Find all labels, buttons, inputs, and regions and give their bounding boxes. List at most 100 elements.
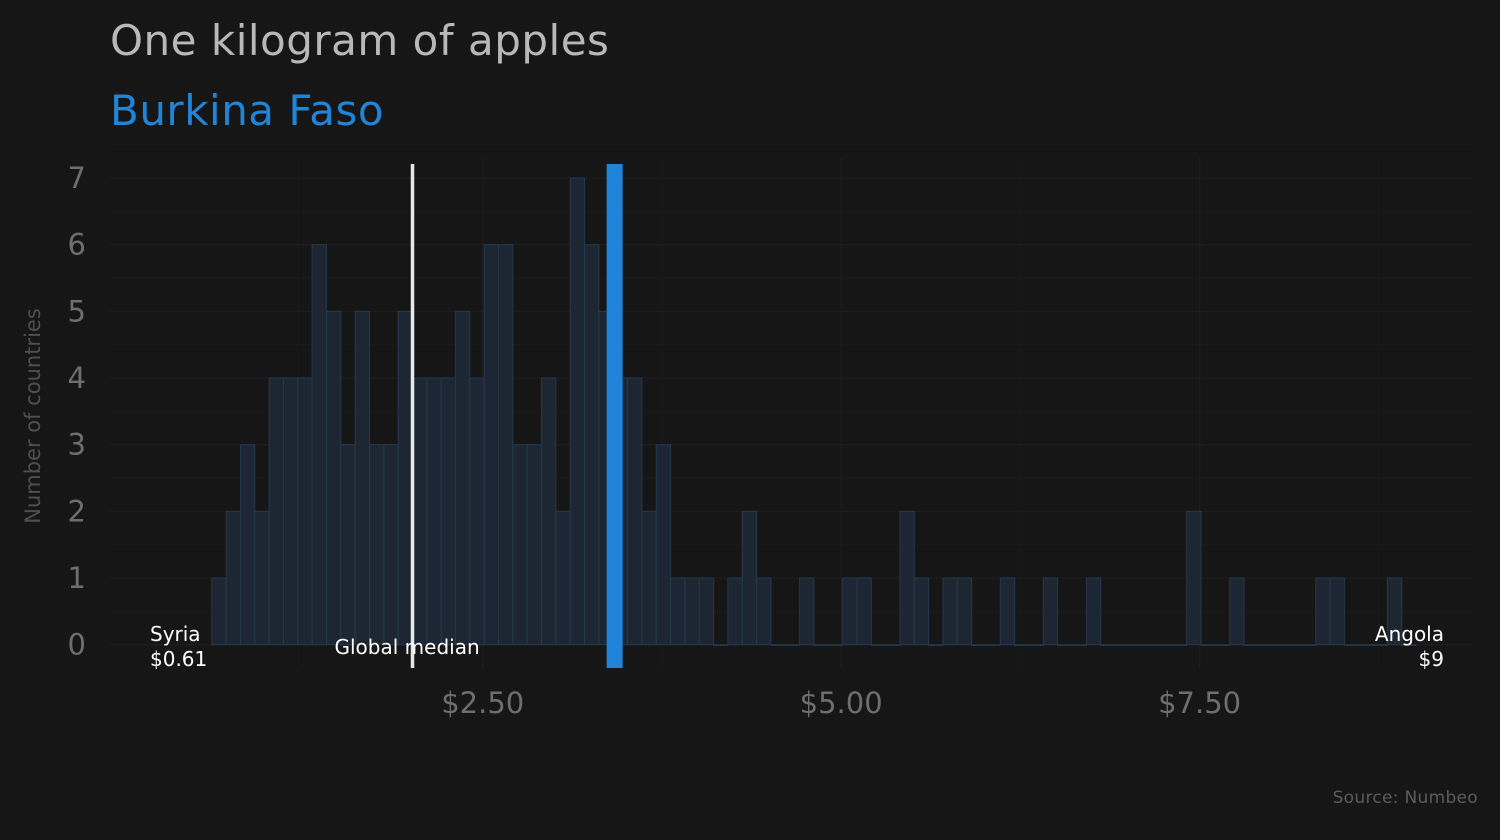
histogram-bar: [1171, 644, 1188, 646]
histogram-bar: [1100, 644, 1116, 646]
y-tick-label: 2: [68, 494, 86, 528]
histogram-bar: [698, 577, 715, 646]
histogram-bar: [1358, 644, 1374, 646]
histogram-bar: [942, 577, 958, 646]
y-axis-ticks: 0 1 2 3 4 5 6 7: [68, 161, 86, 662]
histogram-bar: [756, 577, 772, 646]
histogram-bar: [282, 377, 299, 646]
histogram-bar: [1028, 644, 1044, 646]
histogram-bar: [1272, 644, 1288, 646]
histogram-bar: [1071, 644, 1087, 646]
x-tick-label: $2.50: [441, 686, 524, 720]
histogram-bar: [813, 644, 829, 646]
histogram-bar: [1042, 577, 1059, 646]
y-tick-label: 5: [68, 294, 86, 328]
histogram-bar: [784, 644, 801, 646]
histogram-bar: [770, 644, 786, 646]
histogram-bar: [311, 244, 327, 646]
histogram-bar: [455, 310, 471, 646]
y-tick-label: 0: [68, 628, 86, 662]
histogram-bar: [1014, 644, 1030, 646]
histogram-bars: [211, 177, 1417, 646]
histogram-bar: [928, 644, 944, 646]
annotation-country-name: Angola: [1375, 622, 1444, 646]
histogram-bar: [440, 377, 457, 646]
histogram-bar: [268, 377, 284, 646]
reference-lines: [410, 164, 623, 668]
histogram-bar: [1143, 644, 1159, 646]
histogram-bar: [555, 510, 571, 646]
histogram-bar: [1157, 644, 1173, 646]
histogram-bar: [1315, 577, 1331, 646]
global-median-label: Global median: [335, 635, 480, 659]
annotation-country-value: $9: [1419, 647, 1444, 671]
histogram-bar: [325, 310, 342, 646]
y-tick-label: 3: [68, 428, 86, 462]
x-tick-label: $5.00: [800, 686, 883, 720]
histogram-bar: [526, 444, 543, 646]
histogram-bar: [799, 577, 815, 646]
histogram-bar: [842, 577, 858, 646]
histogram-bar: [1114, 644, 1130, 646]
histogram-bar: [1214, 644, 1231, 646]
histogram-bar: [956, 577, 973, 646]
histogram-bar: [1085, 577, 1102, 646]
histogram-bar: [239, 444, 256, 646]
x-axis-ticks: $2.50 $5.00 $7.50: [441, 686, 1241, 720]
histogram-bar: [1186, 510, 1202, 646]
histogram-bar: [999, 577, 1016, 646]
histogram-bar: [670, 577, 686, 646]
histogram-bar: [1386, 577, 1403, 646]
histogram-bar: [469, 377, 485, 646]
histogram-bar: [913, 577, 930, 646]
annotation-country-value: $0.61: [150, 647, 207, 671]
histogram-bar: [211, 577, 227, 646]
histogram-bar: [856, 577, 872, 646]
histogram-bar: [1057, 644, 1073, 646]
histogram-bar: [627, 377, 643, 646]
histogram-bar: [426, 377, 442, 646]
histogram-bar: [225, 510, 241, 646]
histogram-bar: [1300, 644, 1317, 646]
histogram-bar: [1329, 577, 1345, 646]
histogram-bar: [655, 444, 672, 646]
histogram-bar: [727, 577, 743, 646]
histogram-bar: [684, 577, 700, 646]
histogram-bar: [1229, 577, 1245, 646]
source-caption: Source: Numbeo: [1332, 788, 1478, 808]
histogram-bar: [368, 444, 385, 646]
histogram-bar: [1257, 644, 1274, 646]
histogram-bar: [412, 377, 428, 646]
histogram-bar: [397, 310, 414, 646]
histogram-bar: [1128, 644, 1145, 646]
histogram-bar: [584, 244, 600, 646]
histogram-bar: [1200, 644, 1216, 646]
highlight-country-line: [606, 164, 623, 668]
y-tick-label: 1: [68, 561, 86, 595]
y-tick-label: 4: [68, 361, 86, 395]
y-tick-label: 6: [68, 228, 86, 262]
histogram-bar: [713, 644, 729, 646]
histogram-bar: [899, 510, 915, 646]
histogram-bar: [741, 510, 758, 646]
histogram-bar: [1243, 644, 1259, 646]
histogram-bar: [1286, 644, 1302, 646]
annotations: Syria$0.61 Angola$9 Global median: [150, 622, 1444, 671]
chart-subtitle: Burkina Faso: [110, 86, 385, 135]
histogram-bar: [512, 444, 528, 646]
histogram-bar: [870, 644, 887, 646]
histogram-bar: [1343, 644, 1360, 646]
chart-title: One kilogram of apples: [110, 16, 610, 65]
histogram-bar: [254, 510, 270, 646]
x-tick-label: $7.50: [1158, 686, 1241, 720]
histogram-bar: [340, 444, 356, 646]
y-tick-label: 7: [68, 161, 86, 195]
histogram-bar: [383, 444, 399, 646]
y-axis-label: Number of countries: [21, 308, 45, 524]
histogram-bar: [985, 644, 1001, 646]
histogram-bar: [354, 310, 370, 646]
histogram-bar: [498, 244, 514, 646]
histogram-bar: [641, 510, 657, 646]
histogram-bar: [297, 377, 313, 646]
